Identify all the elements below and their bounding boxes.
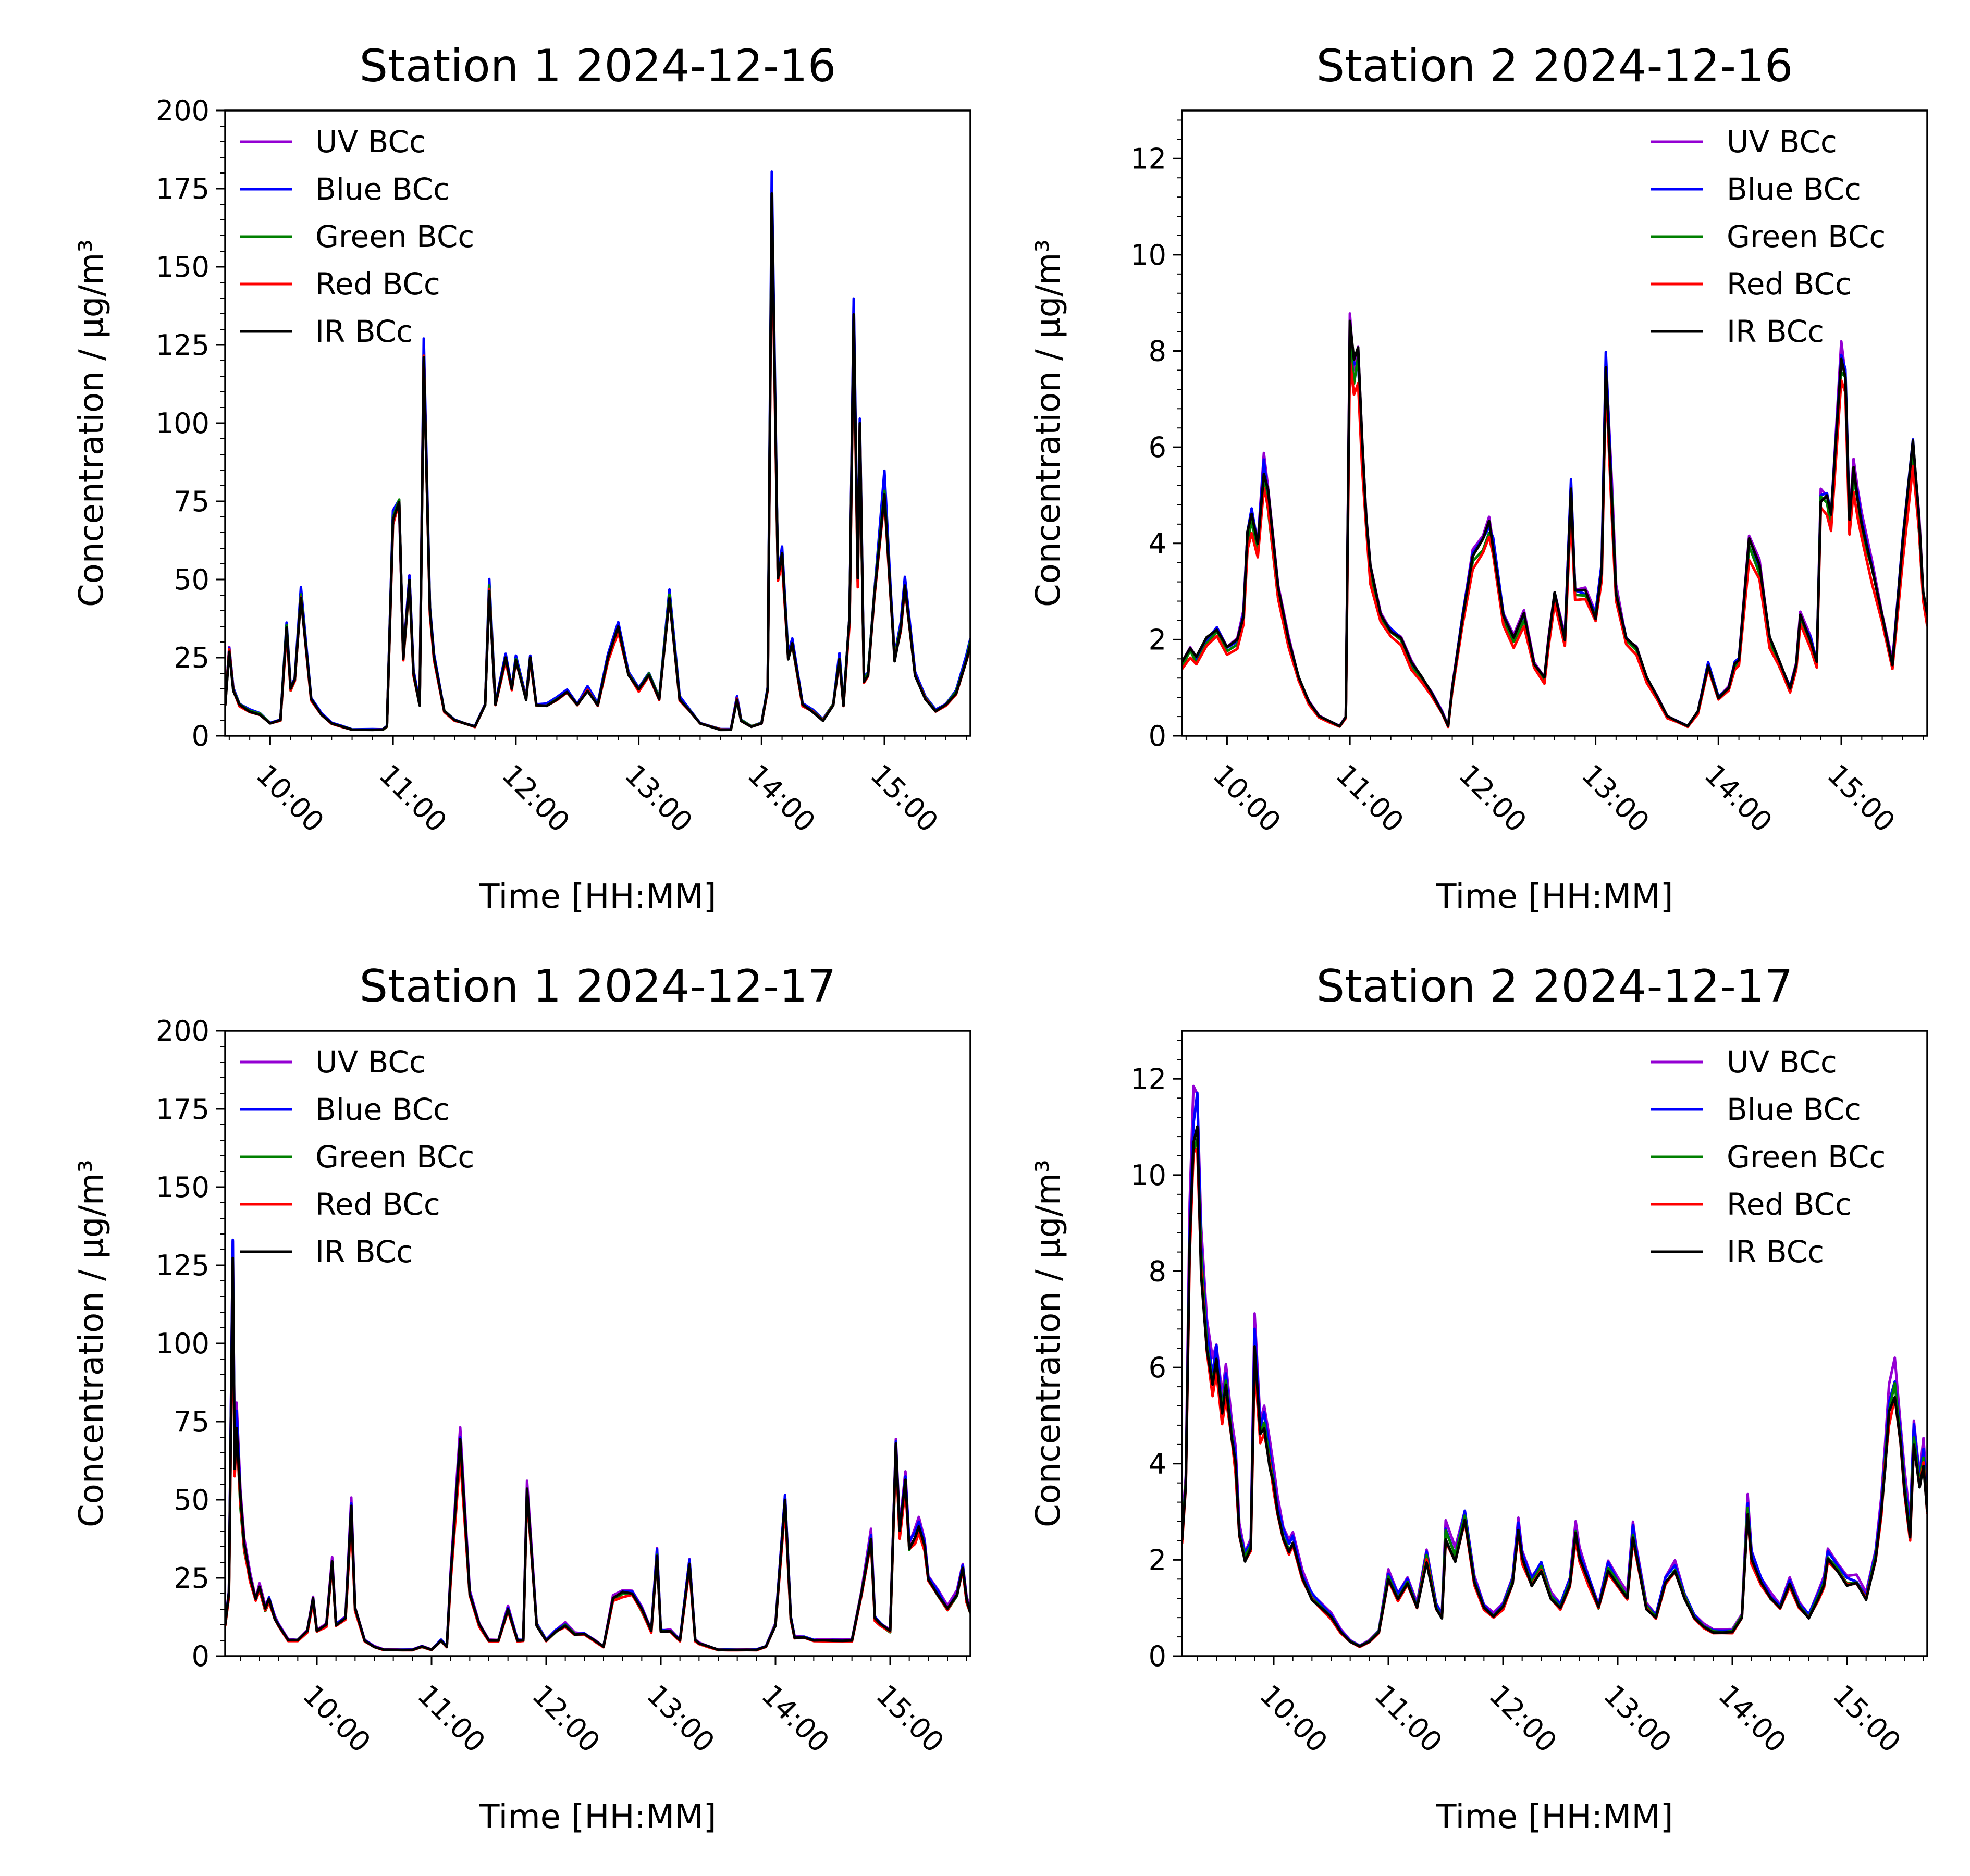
legend: UV BCc Blue BCc Green BCc Red BCc IR BCc <box>1651 124 1886 349</box>
legend-label: UV BCc <box>1727 1044 1837 1080</box>
y-tick-label: 75 <box>174 485 210 518</box>
legend-label: Red BCc <box>315 266 440 302</box>
y-tick-label: 125 <box>156 1249 210 1282</box>
y-tick-label: 10 <box>1130 239 1166 271</box>
y-tick-label: 6 <box>1149 1351 1166 1384</box>
legend-label: UV BCc <box>315 124 426 159</box>
y-tick-label: 100 <box>156 1327 210 1360</box>
y-tick-label: 75 <box>174 1405 210 1438</box>
legend-label: Green BCc <box>1727 1139 1886 1175</box>
legend-label: Red BCc <box>1727 266 1852 302</box>
y-axis-label: Concentration / μg/m³ <box>72 239 111 607</box>
y-tick-label: 0 <box>192 720 210 752</box>
y-tick-label: 50 <box>174 563 210 596</box>
y-tick-label: 25 <box>174 1562 210 1595</box>
chart-title: Station 1 2024-12-17 <box>360 960 836 1013</box>
x-axis-label: Time [HH:MM] <box>478 1798 716 1836</box>
x-axis-label: Time [HH:MM] <box>478 878 716 916</box>
legend-label: UV BCc <box>315 1044 426 1080</box>
legend-label: IR BCc <box>1727 1234 1824 1269</box>
y-tick-label: 2 <box>1149 1544 1166 1576</box>
series-line-ir-bcc <box>1182 1125 1927 1648</box>
y-tick-label: 8 <box>1149 335 1166 368</box>
y-tick-label: 4 <box>1149 527 1166 560</box>
series-line-ir-bcc <box>1182 319 1927 728</box>
legend-label: Green BCc <box>315 1139 474 1175</box>
legend: UV BCc Blue BCc Green BCc Red BCc IR BCc <box>240 124 474 349</box>
legend: UV BCc Blue BCc Green BCc Red BCc IR BCc <box>1651 1044 1886 1269</box>
chart-title: Station 2 2024-12-17 <box>1316 960 1793 1013</box>
legend-label: Blue BCc <box>1727 1092 1861 1127</box>
y-tick-label: 200 <box>156 94 210 127</box>
y-tick-label: 175 <box>156 172 210 205</box>
y-tick-label: 12 <box>1130 142 1166 175</box>
y-tick-label: 0 <box>192 1640 210 1673</box>
y-tick-label: 4 <box>1149 1448 1166 1480</box>
series-line-ir-bcc <box>225 192 970 732</box>
plot-frame <box>1181 1030 1928 1657</box>
legend-label: Green BCc <box>1727 219 1886 254</box>
y-tick-label: 125 <box>156 329 210 362</box>
legend-label: UV BCc <box>1727 124 1837 159</box>
legend-label: Green BCc <box>315 219 474 254</box>
legend-label: Blue BCc <box>315 1092 450 1127</box>
y-tick-label: 12 <box>1130 1063 1166 1095</box>
y-axis-label: Concentration / μg/m³ <box>1029 1159 1068 1527</box>
y-axis-label: Concentration / μg/m³ <box>1029 239 1068 607</box>
y-axis-label: Concentration / μg/m³ <box>72 1159 111 1527</box>
y-tick-label: 200 <box>156 1015 210 1047</box>
y-tick-label: 8 <box>1149 1255 1166 1288</box>
legend-label: IR BCc <box>315 1234 413 1269</box>
y-tick-label: 50 <box>174 1484 210 1516</box>
chart-title: Station 2 2024-12-16 <box>1316 40 1793 92</box>
y-tick-label: 0 <box>1149 1640 1166 1673</box>
y-tick-label: 100 <box>156 407 210 440</box>
y-tick-label: 150 <box>156 1171 210 1204</box>
legend-label: IR BCc <box>315 314 413 349</box>
legend-label: Red BCc <box>1727 1187 1852 1222</box>
y-tick-label: 25 <box>174 641 210 674</box>
legend-label: Red BCc <box>315 1187 440 1222</box>
legend-label: IR BCc <box>1727 314 1824 349</box>
chart-title: Station 1 2024-12-16 <box>360 40 836 92</box>
x-axis-label: Time [HH:MM] <box>1435 1798 1673 1836</box>
y-tick-label: 175 <box>156 1093 210 1126</box>
y-tick-label: 0 <box>1149 720 1166 752</box>
y-tick-label: 6 <box>1149 431 1166 464</box>
x-axis-label: Time [HH:MM] <box>1435 878 1673 916</box>
legend: UV BCc Blue BCc Green BCc Red BCc IR BCc <box>240 1044 474 1269</box>
y-tick-label: 10 <box>1130 1159 1166 1192</box>
legend-label: Blue BCc <box>1727 171 1861 207</box>
series-line-ir-bcc <box>225 1256 970 1651</box>
y-tick-label: 2 <box>1149 623 1166 656</box>
y-tick-label: 150 <box>156 251 210 283</box>
legend-label: Blue BCc <box>315 171 450 207</box>
